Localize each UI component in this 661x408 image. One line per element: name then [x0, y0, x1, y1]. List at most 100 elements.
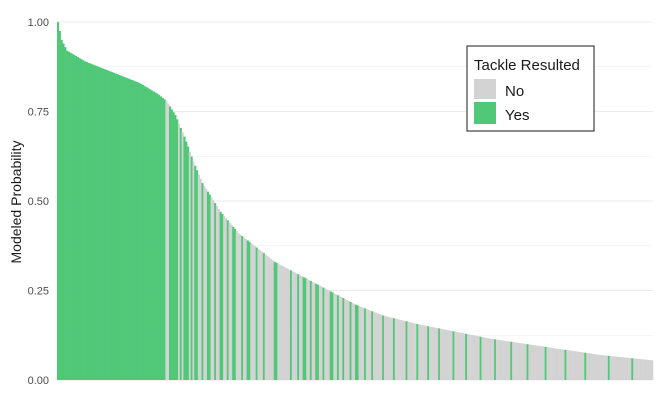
bar	[353, 303, 356, 380]
legend-swatch-yes	[474, 102, 496, 124]
bar	[112, 72, 116, 380]
bar	[224, 218, 228, 380]
bar	[201, 183, 204, 380]
bar	[474, 335, 477, 380]
bars	[57, 22, 654, 381]
bar	[183, 136, 186, 380]
bar	[64, 47, 67, 381]
bar	[98, 67, 101, 381]
bar	[403, 320, 406, 380]
bar	[317, 284, 320, 380]
bar	[275, 262, 278, 380]
bar	[555, 348, 558, 380]
bar	[636, 358, 639, 380]
bar	[531, 345, 535, 380]
bar	[472, 335, 475, 380]
bar	[197, 174, 200, 380]
y-tick-label: 0.25	[28, 286, 49, 298]
bar	[109, 71, 112, 381]
bar	[499, 340, 502, 380]
bar	[483, 337, 486, 380]
bar	[607, 355, 610, 380]
bar	[232, 226, 235, 380]
bar	[539, 346, 542, 380]
bar	[452, 331, 455, 380]
bar	[414, 323, 417, 380]
bar	[71, 53, 74, 381]
bar	[273, 261, 276, 380]
bar	[645, 359, 648, 380]
bar	[625, 357, 629, 380]
bar	[438, 328, 441, 380]
bar	[210, 197, 213, 380]
bar	[537, 345, 540, 380]
bar	[587, 353, 591, 380]
bar	[618, 356, 621, 380]
bar	[647, 359, 650, 380]
bar	[185, 141, 188, 380]
bar	[62, 43, 65, 380]
bar	[347, 301, 350, 380]
bar	[378, 314, 381, 380]
bar	[277, 263, 280, 380]
bar	[237, 233, 240, 380]
bar	[407, 321, 410, 380]
bar	[577, 351, 580, 380]
bar	[602, 355, 605, 380]
bar	[165, 100, 168, 380]
bar	[206, 191, 210, 380]
bar	[615, 356, 618, 380]
bar	[374, 312, 377, 380]
bar	[550, 347, 553, 380]
bar	[640, 359, 643, 380]
bar	[132, 80, 135, 381]
bar	[427, 326, 430, 380]
bar	[476, 335, 479, 380]
bar	[412, 323, 415, 380]
bar	[60, 39, 63, 381]
bar	[286, 268, 289, 380]
bar	[107, 70, 110, 380]
bar	[528, 344, 531, 380]
bar	[613, 356, 616, 380]
bar	[159, 96, 163, 381]
bar	[649, 360, 652, 380]
bar	[145, 87, 148, 380]
bar	[288, 269, 291, 380]
bar	[311, 281, 314, 380]
bar	[445, 329, 448, 380]
bar	[434, 327, 437, 380]
bar	[67, 51, 70, 381]
bar	[490, 338, 493, 380]
bar	[329, 291, 332, 380]
bar	[533, 345, 536, 380]
bar	[604, 355, 607, 380]
bar	[642, 359, 645, 380]
bar	[320, 286, 323, 380]
bar	[196, 170, 199, 380]
bar	[243, 237, 246, 380]
bar	[371, 311, 374, 380]
bar	[595, 354, 598, 380]
bar	[456, 332, 459, 380]
bar	[91, 64, 94, 381]
bar	[85, 62, 89, 380]
bar	[582, 352, 585, 380]
bar	[365, 309, 368, 380]
bar	[535, 345, 538, 380]
bar	[342, 298, 345, 380]
legend-title: Tackle Resulted	[474, 57, 580, 74]
bar	[485, 337, 488, 380]
bar	[450, 330, 453, 380]
bar	[69, 52, 72, 380]
bar	[454, 331, 457, 380]
bar	[127, 78, 130, 380]
bar	[510, 341, 513, 380]
y-tick-label: 0.00	[28, 375, 49, 387]
bar	[486, 338, 489, 380]
bar	[394, 318, 397, 380]
bar	[300, 276, 303, 380]
bar	[271, 260, 275, 380]
bar	[304, 278, 307, 380]
bar	[470, 334, 473, 380]
